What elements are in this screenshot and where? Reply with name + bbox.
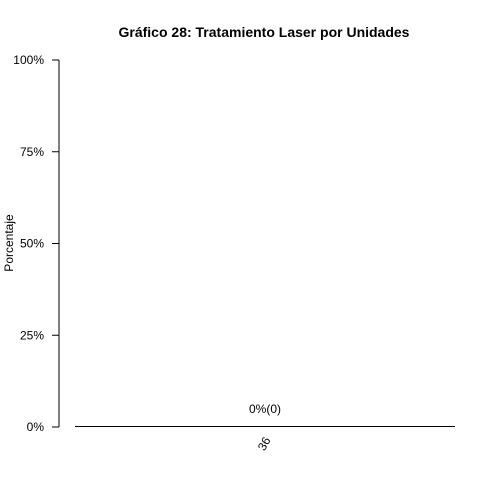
y-tick-label: 75% (20, 145, 44, 159)
y-tick-label: 25% (20, 328, 44, 342)
y-axis-label: Porcentaje (2, 214, 16, 272)
data-labels: 0%(0) (249, 402, 281, 416)
y-axis: 0% 25% 50% 75% 100% (13, 53, 60, 434)
y-tick-label: 50% (20, 237, 44, 251)
x-tick-labels: 36 (255, 434, 274, 453)
y-tick-label: 100% (13, 53, 44, 67)
chart-title: Gráfico 28: Tratamiento Laser por Unidad… (119, 24, 410, 40)
x-tick-label: 36 (255, 434, 274, 453)
y-tick-label: 0% (27, 420, 45, 434)
bar-data-label: 0%(0) (249, 402, 281, 416)
